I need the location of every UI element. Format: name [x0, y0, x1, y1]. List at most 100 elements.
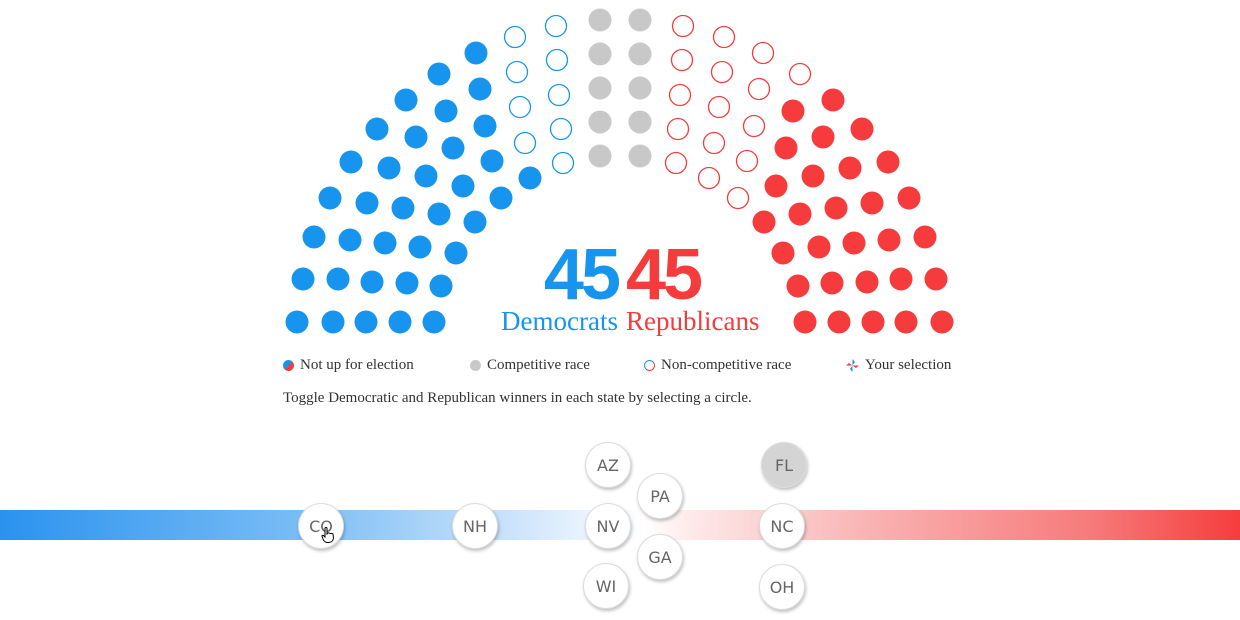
rep-seat-not-up: [924, 267, 948, 291]
state-button-wi[interactable]: WI: [583, 563, 629, 609]
dem-seat-not-up: [365, 117, 389, 141]
rep-seat-not-up: [894, 310, 918, 334]
dem-seat-not-up: [326, 267, 350, 291]
legend-label: Your selection: [865, 357, 952, 373]
dem-seat-not-up: [434, 99, 458, 123]
instructions: Toggle Democratic and Republican winners…: [283, 390, 752, 406]
dem-seat-not-up: [480, 149, 504, 173]
dem-seat-not-up: [441, 136, 465, 160]
legend-label: Competitive race: [487, 357, 590, 373]
rep-seat-non-competitive: [670, 48, 694, 72]
dem-seat-not-up: [394, 88, 418, 112]
state-button-pa[interactable]: PA: [637, 473, 683, 519]
rep-seat-not-up: [838, 156, 862, 180]
dem-seat-not-up: [291, 267, 315, 291]
state-abbr: OH: [769, 577, 795, 597]
dem-seat-not-up: [451, 174, 475, 198]
dem-label: Democrats: [501, 306, 618, 336]
dem-seat-not-up: [377, 156, 401, 180]
dem-seat-non-competitive: [503, 25, 527, 49]
competitive-seat: [628, 8, 652, 32]
state-abbr: GA: [648, 547, 672, 567]
dem-seat-not-up: [373, 231, 397, 255]
state-abbr: NV: [596, 516, 620, 536]
rep-seat-not-up: [786, 274, 810, 298]
state-button-nv[interactable]: NV: [585, 503, 631, 549]
rep-seat-not-up: [860, 191, 884, 215]
rep-count: 45: [626, 235, 703, 315]
rep-seat-not-up: [897, 186, 921, 210]
legend-competitive: Competitive race: [470, 357, 644, 374]
state-abbr: NH: [463, 516, 487, 536]
competitive-seat: [588, 42, 612, 66]
dem-seat-non-competitive: [544, 14, 568, 38]
split-dot-icon: [283, 360, 294, 371]
competitive-seat: [588, 110, 612, 134]
rep-seat-non-competitive: [712, 25, 736, 49]
gray-dot-icon: [470, 360, 481, 371]
rep-seat-not-up: [781, 99, 805, 123]
rep-seat-non-competitive: [710, 60, 734, 84]
dem-seat-not-up: [518, 166, 542, 190]
hand-cursor-icon: [321, 527, 335, 543]
rep-seat-not-up: [889, 267, 913, 291]
dem-seat-not-up: [463, 210, 487, 234]
state-abbr: WI: [595, 576, 617, 596]
state-button-nc[interactable]: NC: [759, 503, 805, 549]
state-button-fl[interactable]: FL: [761, 442, 807, 488]
dem-seat-not-up: [391, 196, 415, 220]
dem-seat-not-up: [360, 270, 384, 294]
state-button-co[interactable]: CO: [298, 503, 344, 549]
state-button-az[interactable]: AZ: [585, 442, 631, 488]
dem-seat-non-competitive: [545, 48, 569, 72]
state-button-ga[interactable]: GA: [637, 534, 683, 580]
rep-seat-not-up: [801, 164, 825, 188]
rep-seat-non-competitive: [707, 95, 731, 119]
competitive-seat: [628, 110, 652, 134]
pinwheel-icon: [846, 359, 859, 372]
competitive-seat: [628, 144, 652, 168]
state-abbr: NC: [770, 516, 794, 536]
rep-label: Republicans: [626, 306, 760, 336]
competitive-seat: [588, 144, 612, 168]
senate-chamber: [285, 8, 954, 334]
dem-count: 45: [543, 235, 621, 315]
dem-seat-not-up: [427, 62, 451, 86]
competitive-seat: [628, 42, 652, 66]
dem-seat-not-up: [395, 271, 419, 295]
dem-seat-not-up: [338, 228, 362, 252]
state-abbr: AZ: [597, 455, 619, 475]
rep-seat-not-up: [764, 174, 788, 198]
dem-seat-not-up: [355, 191, 379, 215]
state-button-nh[interactable]: NH: [452, 503, 498, 549]
dem-seat-not-up: [422, 310, 446, 334]
state-button-oh[interactable]: OH: [759, 564, 805, 610]
rep-seat-not-up: [774, 136, 798, 160]
rep-seat-not-up: [821, 88, 845, 112]
legend-selection: Your selection: [846, 357, 951, 374]
rep-seat-non-competitive: [726, 186, 750, 210]
rep-seat-not-up: [913, 225, 937, 249]
dem-seat-not-up: [354, 310, 378, 334]
dem-seat-not-up: [388, 310, 412, 334]
dem-seat-not-up: [464, 41, 488, 65]
legend-label: Not up for election: [300, 357, 414, 373]
dem-seat-non-competitive: [513, 131, 537, 155]
legend-non-competitive: Non-competitive race: [644, 357, 846, 374]
rep-seat-not-up: [811, 125, 835, 149]
rep-seat-non-competitive: [697, 166, 721, 190]
dem-seat-not-up: [473, 114, 497, 138]
rep-seat-non-competitive: [664, 151, 688, 175]
competitive-seat: [588, 8, 612, 32]
legend-not-up: Not up for election: [283, 357, 470, 374]
rep-seat-not-up: [827, 310, 851, 334]
rep-seat-non-competitive: [668, 83, 692, 107]
legend: Not up for election Competitive race Non…: [283, 357, 951, 374]
rep-seat-not-up: [930, 310, 954, 334]
rep-tally: 45 Republicans: [626, 235, 776, 336]
dem-seat-not-up: [285, 310, 309, 334]
rep-seat-not-up: [788, 202, 812, 226]
rep-seat-non-competitive: [742, 114, 766, 138]
rep-seat-not-up: [807, 235, 831, 259]
dem-seat-not-up: [302, 225, 326, 249]
